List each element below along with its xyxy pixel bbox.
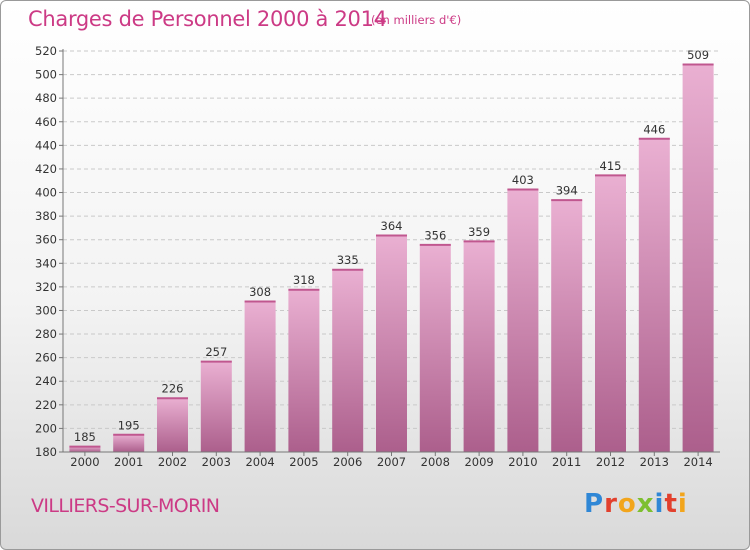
x-tick-label: 2013 (640, 455, 669, 469)
x-tick-label: 2007 (377, 455, 406, 469)
data-label: 318 (293, 273, 315, 287)
chart-subtitle: (en milliers d'€) (371, 13, 462, 27)
x-tick-label: 2014 (683, 455, 712, 469)
bar (551, 199, 583, 452)
y-tick-label: 340 (35, 256, 57, 270)
bar (244, 301, 276, 452)
bar (288, 289, 320, 452)
bar (595, 174, 626, 452)
logo-letter: P (584, 489, 605, 519)
logo-letter: i (654, 489, 665, 519)
y-tick-label: 200 (35, 421, 57, 435)
logo-letter: i (677, 489, 688, 519)
bar (376, 234, 407, 452)
bars: 185 195 226 257 308 318 335 364 356 359 403 394 415 4… (69, 48, 714, 452)
data-label: 356 (424, 228, 446, 242)
x-tick-label: 2005 (289, 455, 318, 469)
y-tick-label: 240 (35, 374, 57, 388)
data-label: 335 (337, 253, 359, 267)
chart-title: Charges de Personnel 2000 à 2014 (28, 7, 387, 31)
data-label: 509 (687, 48, 709, 62)
logo-letter: t (664, 489, 678, 519)
y-tick-label: 520 (35, 44, 57, 58)
bar (419, 244, 451, 452)
x-tick-label: 2009 (464, 455, 493, 469)
logo-letter: o (617, 489, 637, 519)
y-tick-label: 480 (35, 91, 57, 105)
logo-letter: r (604, 489, 618, 519)
data-label: 185 (74, 430, 96, 444)
y-tick-label: 380 (35, 209, 57, 223)
data-label: 394 (556, 184, 578, 198)
y-tick-label: 220 (35, 398, 57, 412)
bar (69, 446, 101, 452)
y-tick-label: 440 (35, 138, 57, 152)
data-label: 415 (600, 159, 622, 173)
x-tick-label: 2003 (202, 455, 231, 469)
bar (200, 361, 232, 452)
data-label: 195 (118, 418, 140, 432)
data-label: 364 (381, 219, 403, 233)
data-label: 308 (249, 285, 271, 299)
x-tick-label: 2004 (245, 455, 274, 469)
commune-name: VILLIERS-SUR-MORIN (31, 495, 220, 517)
bar (507, 188, 539, 452)
y-tick-label: 400 (35, 186, 57, 200)
y-tick-label: 180 (35, 445, 57, 459)
y-tick-label: 300 (35, 303, 57, 317)
bar (463, 240, 495, 452)
y-tick-label: 420 (35, 162, 57, 176)
data-label: 359 (468, 225, 490, 239)
y-tick-label: 360 (35, 233, 57, 247)
data-label: 257 (205, 345, 227, 359)
y-tick-label: 320 (35, 280, 57, 294)
proxiti-logo[interactable]: Proxiti (584, 489, 688, 519)
x-tick-label: 2001 (114, 455, 143, 469)
bar (113, 434, 145, 452)
x-tick-label: 2006 (333, 455, 362, 469)
x-tick-label: 2011 (552, 455, 581, 469)
x-tick-label: 2000 (70, 455, 99, 469)
y-tick-label: 460 (35, 115, 57, 129)
data-label: 226 (162, 382, 184, 396)
logo-letter: x (636, 489, 655, 519)
data-label: 446 (643, 122, 665, 136)
bar (682, 63, 714, 452)
y-tick-label: 280 (35, 327, 57, 341)
axes: 180 200 220 240 260 280 300 320 340 360 380 400 420 4… (35, 44, 720, 469)
x-tick-label: 2010 (508, 455, 537, 469)
bar (157, 397, 188, 452)
bar (332, 269, 364, 452)
data-label: 403 (512, 173, 534, 187)
bar (638, 138, 670, 452)
x-tick-label: 2012 (596, 455, 625, 469)
x-tick-label: 2002 (158, 455, 187, 469)
y-tick-label: 500 (35, 68, 57, 82)
x-tick-label: 2008 (421, 455, 450, 469)
y-tick-label: 260 (35, 351, 57, 365)
